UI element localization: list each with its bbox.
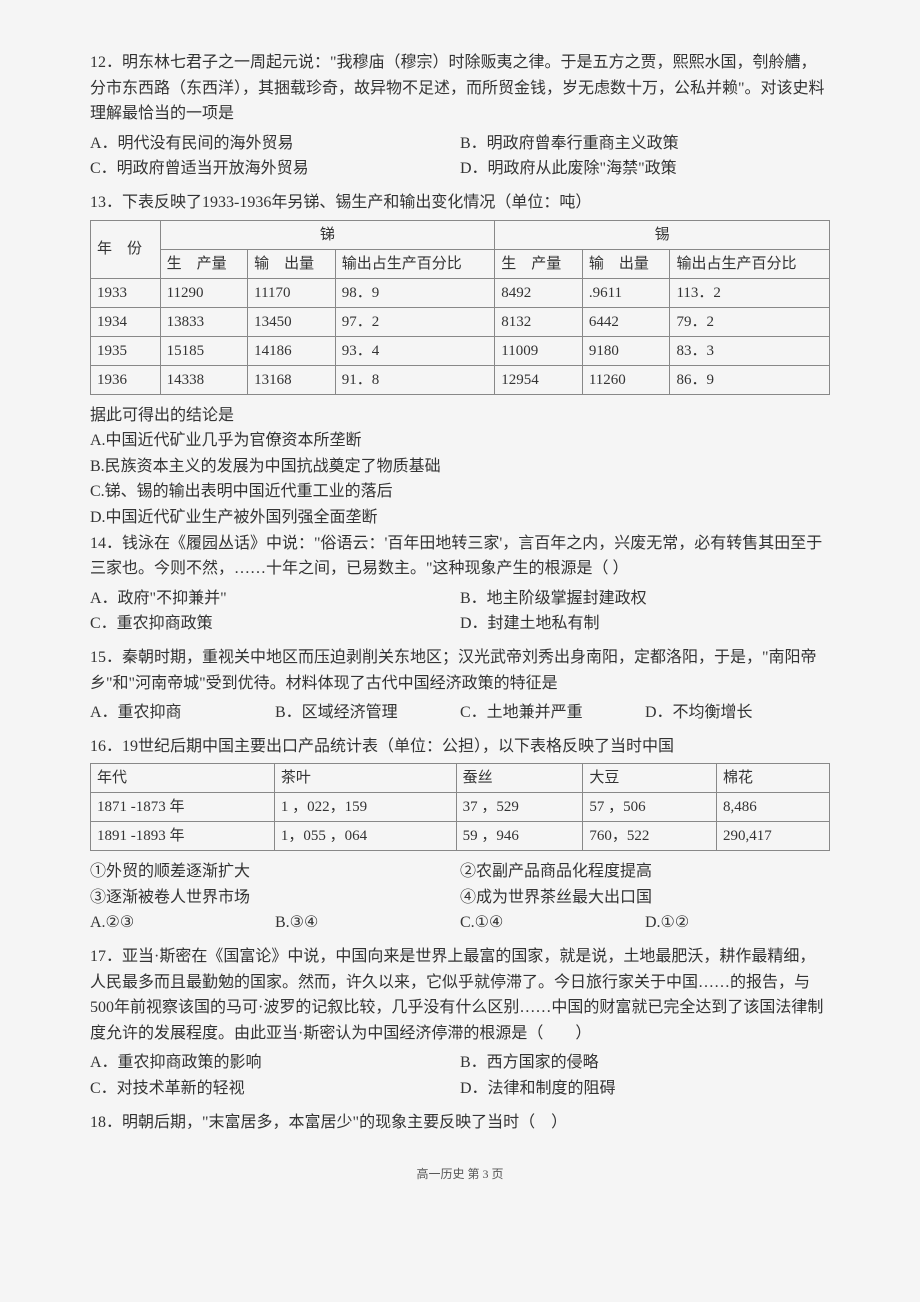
q16-subs-1: ①外贸的顺差逐渐扩大 ②农副产品商品化程度提高: [90, 859, 830, 885]
table-cell: 83．3: [670, 336, 830, 365]
q14-opt-b: B．地主阶级掌握封建政权: [460, 586, 830, 612]
table-cell: 57 ，506: [583, 793, 717, 822]
q16-th-era: 年代: [91, 764, 275, 793]
q16-text: 16．19世纪后期中国主要出口产品统计表（单位：公担），以下表格反映了当时中国: [90, 734, 830, 760]
q13-th-xi: 锡: [495, 220, 830, 249]
q15-opt-d: D．不均衡增长: [645, 700, 830, 726]
q13-th-ti: 锑: [160, 220, 495, 249]
q13-th-ti-prod: 生 产量: [160, 249, 248, 278]
q12-opt-a: A．明代没有民间的海外贸易: [90, 131, 460, 157]
q13-conclusion: 据此可得出的结论是: [90, 403, 830, 429]
q13-opt-c: C.锑、锡的输出表明中国近代重工业的落后: [90, 479, 830, 505]
table-cell: 1891 -1893 年: [91, 822, 275, 851]
q14-opt-d: D．封建土地私有制: [460, 611, 830, 637]
q16-sub1: ①外贸的顺差逐渐扩大: [90, 859, 460, 885]
table-cell: 13833: [160, 307, 248, 336]
table-cell: 13168: [248, 365, 336, 394]
q12-opt-c: C．明政府曾适当开放海外贸易: [90, 156, 460, 182]
table-cell: 113．2: [670, 278, 830, 307]
q17-opt-c: C．对技术革新的轻视: [90, 1076, 460, 1102]
table-cell: .9611: [582, 278, 670, 307]
table-cell: 37 ，529: [456, 793, 583, 822]
table-cell: 11170: [248, 278, 336, 307]
table-cell: 1935: [91, 336, 161, 365]
q13-opt-a: A.中国近代矿业几乎为官僚资本所垄断: [90, 428, 830, 454]
q16-sub4: ④成为世界茶丝最大出口国: [460, 885, 830, 911]
q16-opt-c: C.①④: [460, 910, 645, 936]
q15-text: 15．秦朝时期，重视关中地区而压迫剥削关东地区；汉光武帝刘秀出身南阳，定都洛阳，…: [90, 645, 830, 696]
table-cell: 79．2: [670, 307, 830, 336]
table-cell: 1936: [91, 365, 161, 394]
q17-opt-d: D．法律和制度的阻碍: [460, 1076, 830, 1102]
q13-th-xi-export: 输 出量: [582, 249, 670, 278]
table-cell: 8492: [495, 278, 583, 307]
table-cell: 11290: [160, 278, 248, 307]
q16-th-silk: 蚕丝: [456, 764, 583, 793]
q16-th-tea: 茶叶: [274, 764, 456, 793]
table-cell: 8,486: [716, 793, 829, 822]
table-cell: 8132: [495, 307, 583, 336]
q12-options: A．明代没有民间的海外贸易 B．明政府曾奉行重商主义政策 C．明政府曾适当开放海…: [90, 131, 830, 182]
q14-opt-c: C．重农抑商政策: [90, 611, 460, 637]
table-cell: 14338: [160, 365, 248, 394]
q13-th-xi-prod: 生 产量: [495, 249, 583, 278]
q13-table: 年 份 锑 锡 生 产量 输 出量 输出占生产百分比 生 产量 输 出量 输出占…: [90, 220, 830, 395]
q14-options: A．政府"不抑兼并" B．地主阶级掌握封建政权 C．重农抑商政策 D．封建土地私…: [90, 586, 830, 637]
q12-opt-b: B．明政府曾奉行重商主义政策: [460, 131, 830, 157]
q15-opt-a: A．重农抑商: [90, 700, 275, 726]
q17-opt-b: B．西方国家的侵略: [460, 1050, 830, 1076]
q16-th-soy: 大豆: [583, 764, 717, 793]
table-cell: 12954: [495, 365, 583, 394]
q16-opt-a: A.②③: [90, 910, 275, 936]
q16-sub2: ②农副产品商品化程度提高: [460, 859, 830, 885]
table-cell: 14186: [248, 336, 336, 365]
table-cell: 98．9: [335, 278, 495, 307]
q13-opt-b: B.民族资本主义的发展为中国抗战奠定了物质基础: [90, 454, 830, 480]
q18-text: 18．明朝后期，"末富居多，本富居少"的现象主要反映了当时（ ）: [90, 1110, 830, 1136]
table-cell: 91．8: [335, 365, 495, 394]
q12-opt-d: D．明政府从此废除"海禁"政策: [460, 156, 830, 182]
q15-opt-b: B．区域经济管理: [275, 700, 460, 726]
q13-th-year: 年 份: [91, 220, 161, 278]
table-cell: 86．9: [670, 365, 830, 394]
table-cell: 59 ，946: [456, 822, 583, 851]
q13-opt-d: D.中国近代矿业生产被外国列强全面垄断: [90, 505, 830, 531]
q17-options: A．重农抑商政策的影响 B．西方国家的侵略 C．对技术革新的轻视 D．法律和制度…: [90, 1050, 830, 1101]
q13-th-xi-ratio: 输出占生产百分比: [670, 249, 830, 278]
q17-text: 17．亚当·斯密在《国富论》中说，中国向来是世界上最富的国家，就是说，土地最肥沃…: [90, 944, 830, 1046]
q16-th-cotton: 棉花: [716, 764, 829, 793]
table-cell: 760，522: [583, 822, 717, 851]
q16-opt-d: D.①②: [645, 910, 830, 936]
q16-sub3: ③逐渐被卷人世界市场: [90, 885, 460, 911]
table-cell: 15185: [160, 336, 248, 365]
q16-table: 年代 茶叶 蚕丝 大豆 棉花 1871 -1873 年 1 ，022，159 3…: [90, 763, 830, 851]
table-cell: 93．4: [335, 336, 495, 365]
table-cell: 11009: [495, 336, 583, 365]
q16-subs-2: ③逐渐被卷人世界市场 ④成为世界茶丝最大出口国: [90, 885, 830, 911]
table-cell: 13450: [248, 307, 336, 336]
table-cell: 1934: [91, 307, 161, 336]
q12-text: 12．明东林七君子之一周起元说："我穆庙（穆宗）时除贩夷之律。于是五方之贾，熙熙…: [90, 50, 830, 127]
table-cell: 290,417: [716, 822, 829, 851]
table-cell: 1871 -1873 年: [91, 793, 275, 822]
q17-opt-a: A．重农抑商政策的影响: [90, 1050, 460, 1076]
table-cell: 1，055 ，064: [274, 822, 456, 851]
q13-th-ti-export: 输 出量: [248, 249, 336, 278]
table-cell: 9180: [582, 336, 670, 365]
q15-opt-c: C．土地兼并严重: [460, 700, 645, 726]
page-footer: 高一历史 第 3 页: [90, 1165, 830, 1184]
q13-text: 13．下表反映了1933-1936年另锑、锡生产和输出变化情况（单位：吨）: [90, 190, 830, 216]
table-cell: 11260: [582, 365, 670, 394]
q16-options: A.②③ B.③④ C.①④ D.①②: [90, 910, 830, 936]
table-cell: 1 ，022，159: [274, 793, 456, 822]
q14-text: 14．钱泳在《履园丛话》中说："俗语云：'百年田地转三家'，言百年之内，兴废无常…: [90, 531, 830, 582]
q13-th-ti-ratio: 输出占生产百分比: [335, 249, 495, 278]
q16-opt-b: B.③④: [275, 910, 460, 936]
table-cell: 1933: [91, 278, 161, 307]
table-cell: 6442: [582, 307, 670, 336]
q14-opt-a: A．政府"不抑兼并": [90, 586, 460, 612]
q15-options: A．重农抑商 B．区域经济管理 C．土地兼并严重 D．不均衡增长: [90, 700, 830, 726]
table-cell: 97．2: [335, 307, 495, 336]
